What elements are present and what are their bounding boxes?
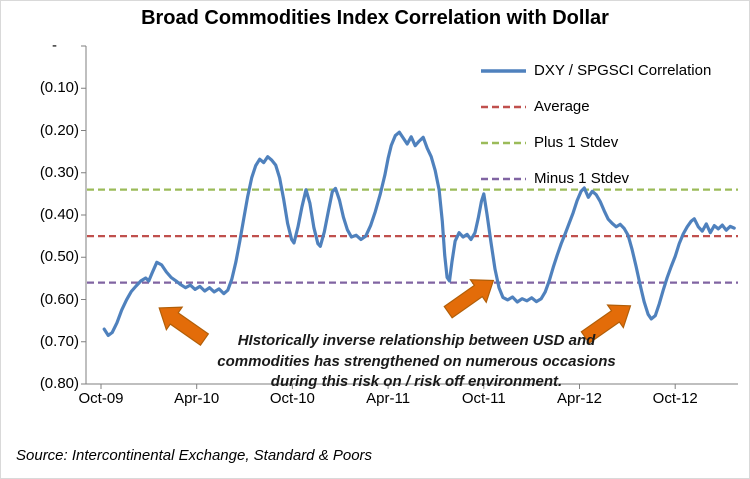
x-axis-label: Oct-12 bbox=[652, 390, 698, 407]
x-axis-label: Apr-12 bbox=[556, 390, 603, 407]
legend: DXY / SPGSCI Correlation Average Plus 1 St… bbox=[480, 59, 711, 203]
y-axis-label: (0.20) bbox=[39, 121, 79, 139]
y-axis-label: (0.60) bbox=[39, 290, 79, 308]
y-axis-label: (0.70) bbox=[39, 332, 79, 350]
annotation-line-2: commodities has strengthened on numerous… bbox=[217, 352, 616, 370]
x-axis-label: Oct-09 bbox=[78, 390, 124, 407]
annotation-line-3: during this risk on / risk off environme… bbox=[270, 373, 563, 390]
callout-arrow-icon bbox=[443, 279, 495, 319]
x-axis-label: Apr-10 bbox=[174, 390, 220, 407]
legend-item: Minus 1 Stdev bbox=[480, 167, 711, 190]
x-axis-label: Apr-11 bbox=[366, 390, 411, 407]
annotation-callout: HIstorically inverse relationship betwee… bbox=[189, 331, 644, 393]
callout-arrow-icon bbox=[158, 306, 210, 347]
legend-item: DXY / SPGSCI Correlation bbox=[480, 59, 711, 82]
x-axis-label: Oct-10 bbox=[269, 390, 315, 407]
annotation-line-1: HIstorically inverse relationship betwee… bbox=[237, 332, 596, 349]
y-axis-label: (0.80) bbox=[39, 375, 79, 392]
source-note: Source: Intercontinental Exchange, Stand… bbox=[16, 447, 373, 464]
legend-line-sample-icon bbox=[481, 177, 526, 180]
legend-label: Minus 1 Stdev bbox=[534, 170, 630, 187]
legend-item: Average bbox=[480, 95, 711, 118]
legend-line-sample-icon bbox=[481, 68, 526, 73]
y-axis-label: (0.50) bbox=[39, 248, 79, 266]
legend-label: Average bbox=[534, 98, 590, 115]
y-axis-label: (0.30) bbox=[39, 163, 79, 181]
legend-line-sample-icon bbox=[481, 105, 526, 108]
legend-item: Plus 1 Stdev bbox=[480, 131, 711, 154]
chart-title: Broad Commodities Index Correlation with… bbox=[141, 7, 609, 29]
y-axis-label: (0.10) bbox=[39, 79, 79, 97]
callout-arrow-icon bbox=[580, 304, 632, 344]
legend-label: Plus 1 Stdev bbox=[534, 134, 619, 151]
x-axis-label: Oct-11 bbox=[461, 390, 506, 407]
legend-label: DXY / SPGSCI Correlation bbox=[534, 62, 712, 79]
y-axis-label: (0.40) bbox=[39, 206, 79, 223]
series-line bbox=[102, 130, 736, 337]
y-axis-label: - bbox=[52, 37, 57, 54]
legend-line-sample-icon bbox=[481, 141, 526, 144]
